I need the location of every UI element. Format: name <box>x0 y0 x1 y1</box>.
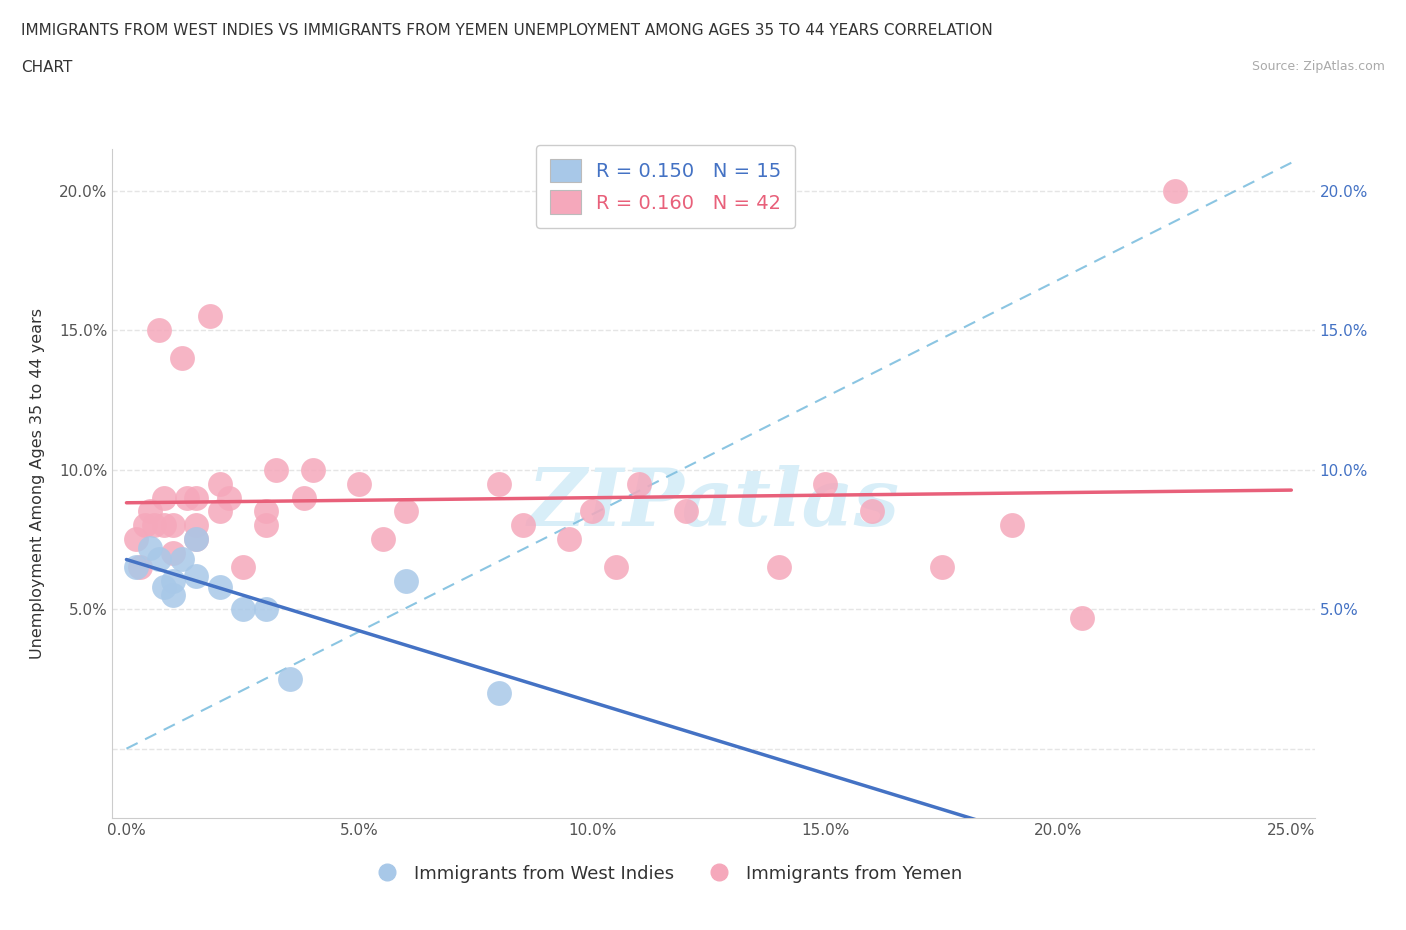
Point <box>627 476 650 491</box>
Point <box>395 574 418 589</box>
Point <box>675 504 697 519</box>
Point <box>605 560 627 575</box>
Point <box>129 560 152 575</box>
Point <box>254 518 277 533</box>
Point <box>232 560 254 575</box>
Point <box>139 504 162 519</box>
Point <box>301 462 323 477</box>
Point <box>186 532 208 547</box>
Point <box>152 518 174 533</box>
Point <box>208 504 231 519</box>
Point <box>186 532 208 547</box>
Point <box>558 532 581 547</box>
Text: Source: ZipAtlas.com: Source: ZipAtlas.com <box>1251 60 1385 73</box>
Point <box>1070 610 1092 625</box>
Point <box>292 490 315 505</box>
Point <box>125 532 148 547</box>
Point <box>162 546 184 561</box>
Point <box>176 490 198 505</box>
Point <box>395 504 418 519</box>
Point <box>186 490 208 505</box>
Text: IMMIGRANTS FROM WEST INDIES VS IMMIGRANTS FROM YEMEN UNEMPLOYMENT AMONG AGES 35 : IMMIGRANTS FROM WEST INDIES VS IMMIGRANT… <box>21 23 993 38</box>
Point <box>512 518 534 533</box>
Point <box>162 574 184 589</box>
Point <box>162 588 184 603</box>
Point <box>349 476 371 491</box>
Point <box>125 560 148 575</box>
Point <box>143 518 166 533</box>
Point <box>860 504 883 519</box>
Point <box>208 476 231 491</box>
Point <box>768 560 790 575</box>
Point <box>208 579 231 594</box>
Point <box>200 309 222 324</box>
Text: ZIPatlas: ZIPatlas <box>527 465 900 542</box>
Point <box>1001 518 1024 533</box>
Point <box>931 560 953 575</box>
Point <box>148 551 170 566</box>
Point <box>488 476 510 491</box>
Point <box>581 504 603 519</box>
Point <box>264 462 287 477</box>
Point <box>186 518 208 533</box>
Y-axis label: Unemployment Among Ages 35 to 44 years: Unemployment Among Ages 35 to 44 years <box>31 308 45 659</box>
Point <box>1164 183 1187 198</box>
Point <box>139 540 162 555</box>
Point <box>254 602 277 617</box>
Point <box>152 579 174 594</box>
Point <box>278 671 301 686</box>
Point <box>218 490 240 505</box>
Point <box>814 476 837 491</box>
Legend: Immigrants from West Indies, Immigrants from Yemen: Immigrants from West Indies, Immigrants … <box>361 857 970 890</box>
Point <box>162 518 184 533</box>
Point <box>186 568 208 583</box>
Point <box>371 532 394 547</box>
Point <box>232 602 254 617</box>
Point <box>134 518 156 533</box>
Point <box>172 551 194 566</box>
Point <box>152 490 174 505</box>
Point <box>254 504 277 519</box>
Point <box>148 323 170 338</box>
Point <box>172 351 194 365</box>
Text: CHART: CHART <box>21 60 73 75</box>
Point <box>488 685 510 700</box>
